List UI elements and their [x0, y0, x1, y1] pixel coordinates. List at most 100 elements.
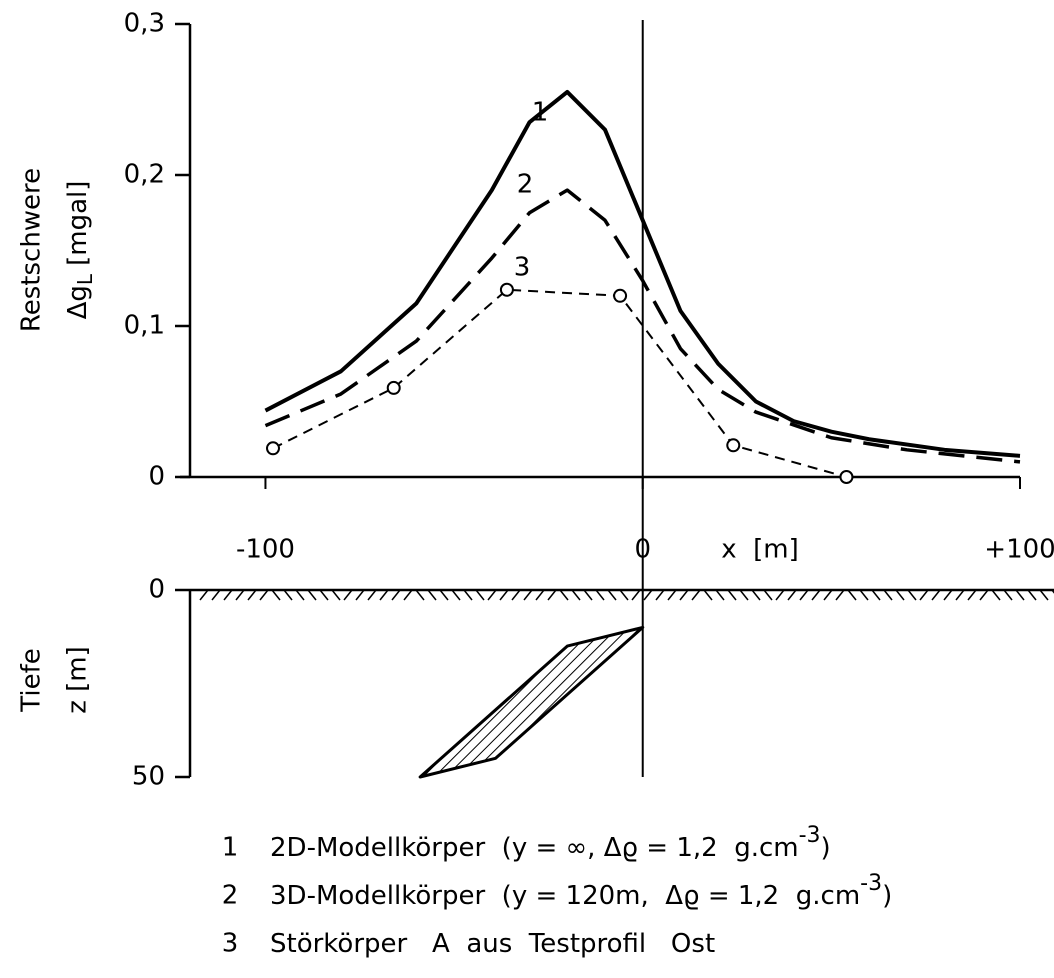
ground-hatch: [619, 589, 629, 601]
ground-hatch: [991, 589, 1001, 601]
legend-number: 3: [222, 929, 239, 959]
disturbing-body: [418, 625, 645, 779]
ground-hatch: [655, 589, 665, 601]
y-axis-label: Restschwere: [17, 168, 47, 332]
ground-hatch: [943, 589, 953, 601]
ground-hatch: [511, 589, 521, 601]
ground-hatch: [907, 589, 917, 601]
label-part: -3: [860, 871, 882, 896]
ground-hatch: [463, 589, 473, 601]
point: [839, 470, 854, 484]
ground-hatch: [607, 589, 617, 601]
ground-hatch: [967, 589, 977, 601]
label-part: Störkörper A aus Testprofil Ost: [270, 929, 715, 959]
ground-hatch: [1015, 589, 1025, 601]
ground-hatch: [379, 589, 389, 601]
x-axis-label: x [m]: [721, 535, 799, 565]
label-part: ): [882, 881, 892, 911]
ground-hatch: [703, 589, 713, 601]
ground-hatch: [355, 589, 365, 601]
ground-hatch: [667, 589, 677, 601]
legend-number: 2: [222, 881, 239, 911]
legend-number: 1: [222, 833, 239, 863]
line-series: [272, 288, 847, 478]
legend-text: Störkörper A aus Testprofil Ost: [270, 929, 715, 959]
label-part: -3: [799, 823, 821, 848]
ground-hatch: [427, 589, 437, 601]
ground-hatch: [1039, 589, 1049, 601]
label-part: [mgal]: [63, 181, 93, 266]
ground-hatch: [223, 589, 233, 601]
ground-hatch: [559, 589, 569, 601]
depth-axis-label: z [m]: [63, 646, 93, 714]
ground-hatch: [955, 589, 965, 601]
ground-hatch: [739, 589, 749, 601]
ground-hatch: [391, 589, 401, 601]
ground-hatch: [1003, 589, 1013, 601]
ground-hatch: [1027, 589, 1037, 601]
ground-hatch: [247, 589, 257, 601]
ground-hatch: [499, 589, 509, 601]
series-label: 2: [517, 170, 534, 200]
ground-hatch: [799, 589, 809, 601]
ground-hatch: [331, 589, 341, 601]
z-tick-label: 0: [148, 575, 165, 605]
ground-hatch: [691, 589, 701, 601]
ground-hatch: [451, 589, 461, 601]
series-label: 1: [532, 98, 549, 128]
line-series: [264, 188, 1021, 464]
ground-hatch: [283, 589, 293, 601]
ground-hatch: [199, 589, 209, 601]
ground-hatch: [1051, 589, 1054, 594]
label-part: Δg: [63, 285, 93, 319]
ground-hatch: [979, 589, 989, 601]
label-part: 3D-Modellkörper (y = 120m, Δϱ = 1,2 g.cm: [270, 881, 860, 911]
y-tick-label: 0: [148, 462, 165, 492]
line-series: [264, 89, 1021, 458]
ground-hatch: [415, 589, 425, 601]
y-axis-label: ΔgL [mgal]: [63, 181, 97, 320]
ground-hatch: [319, 589, 329, 601]
legend-text: 2D-Modellkörper (y = ∞, Δϱ = 1,2 g.cm-3): [270, 823, 831, 863]
ground-hatch: [595, 589, 605, 601]
ground-hatch: [571, 589, 581, 601]
ground-hatch: [787, 589, 797, 601]
ground-hatch: [487, 589, 497, 601]
ground-hatch: [367, 589, 377, 601]
x-tick-label: +100: [984, 535, 1054, 565]
label-part: 2D-Modellkörper (y = ∞, Δϱ = 1,2 g.cm: [270, 833, 799, 863]
y-tick-label: 0,3: [124, 9, 165, 39]
ground-hatch: [919, 589, 929, 601]
ground-hatch: [295, 589, 305, 601]
ground-hatch: [439, 589, 449, 601]
ground-hatch: [259, 589, 269, 601]
ground-hatch: [235, 589, 245, 601]
ground-hatch: [895, 589, 905, 601]
ground-hatch: [475, 589, 485, 601]
ground-hatch: [523, 589, 533, 601]
ground-hatch: [751, 589, 761, 601]
ground-hatch: [679, 589, 689, 601]
ground-hatch: [307, 589, 317, 601]
ground-hatch: [583, 589, 593, 601]
ground-hatch: [403, 589, 413, 601]
ground-hatch: [871, 589, 881, 601]
label-part: L: [73, 273, 97, 285]
z-tick-label: 50: [132, 762, 165, 792]
point: [386, 380, 401, 395]
point: [726, 438, 741, 453]
ground-hatch: [883, 589, 893, 601]
x-tick-label: -100: [236, 535, 295, 565]
ground-hatch: [715, 589, 725, 601]
point: [613, 288, 628, 303]
ground-hatch: [835, 589, 845, 601]
ground-hatch: [931, 589, 941, 601]
ground-hatch: [727, 589, 737, 601]
ground-hatch: [631, 589, 641, 601]
ground-hatch: [547, 589, 557, 601]
ground-hatch: [643, 589, 653, 601]
ground-hatch: [859, 589, 869, 601]
ground-surface: [190, 588, 1054, 601]
point: [266, 441, 280, 456]
